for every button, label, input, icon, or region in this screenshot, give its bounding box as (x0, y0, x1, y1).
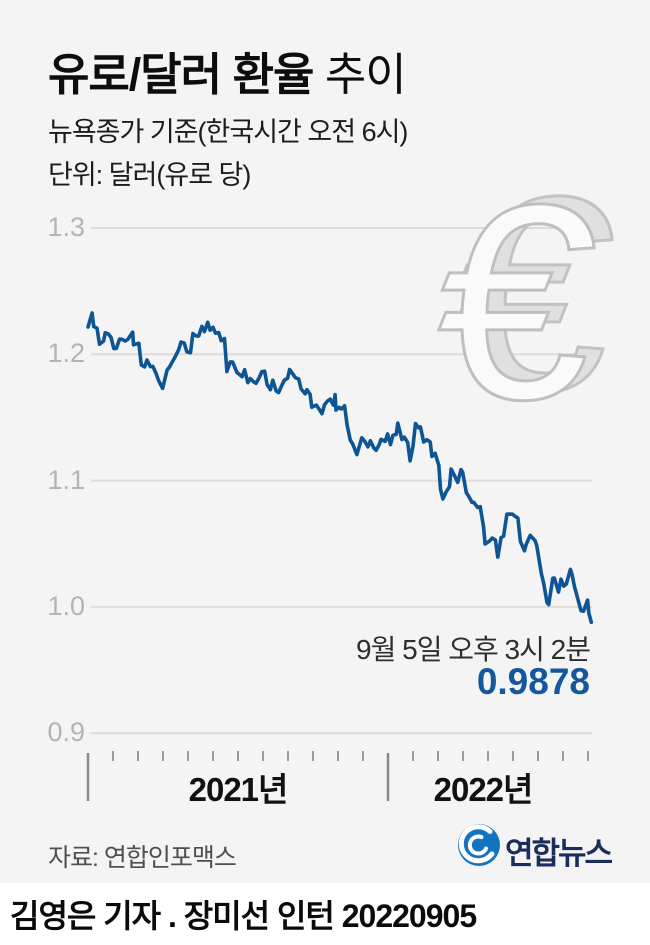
source-label: 자료: 연합인포맥스 (48, 844, 237, 872)
page-title-regular: 추이 (313, 49, 407, 100)
annotation-last-value: 0.9878 (476, 661, 590, 702)
page-title-bold: 유로/달러 환율 (48, 49, 314, 100)
x-axis-label-2022: 2022년 (433, 771, 534, 808)
y-axis-tick-label: 0.9 (47, 717, 85, 748)
page-title: 유로/달러 환율 추이 (48, 38, 407, 103)
yonhap-logo: 연합뉴스 (456, 822, 613, 871)
subtitle-basis: 뉴욕종가 기준(한국시간 오전 6시) (48, 117, 408, 147)
x-axis-label-2021: 2021년 (188, 771, 289, 808)
yonhap-logo-icon (458, 824, 500, 866)
y-axis-tick-label: 1.3 (47, 212, 85, 242)
unit-label: 단위: 달러(유로 당) (48, 160, 251, 190)
credit-line: 김영은 기자 . 장미선 인턴 20220905 (10, 898, 477, 934)
annotation-timestamp: 9월 5일 오후 3시 2분 (356, 634, 591, 665)
y-axis-tick-label: 1.1 (47, 464, 85, 495)
y-axis-tick-label: 1.0 (47, 590, 85, 621)
y-axis-tick-label: 1.2 (47, 338, 85, 369)
yonhap-logo-text: 연합뉴스 (505, 836, 613, 871)
